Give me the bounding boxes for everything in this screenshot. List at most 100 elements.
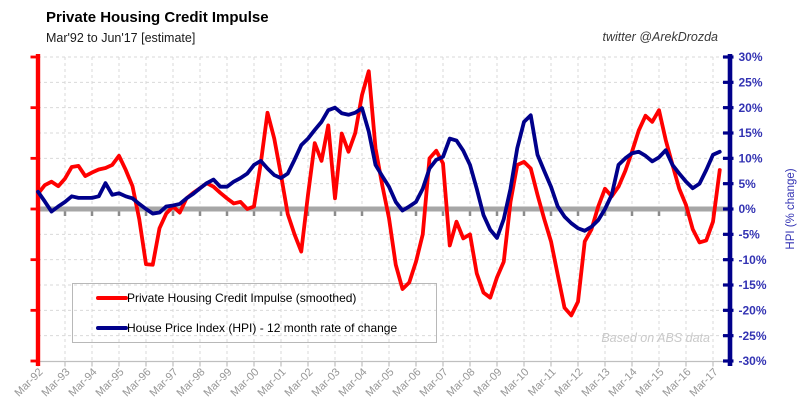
zero-tick bbox=[360, 211, 364, 216]
left-axis-tick bbox=[30, 359, 37, 363]
x-tick-label: Mar-96 bbox=[120, 366, 153, 399]
axes bbox=[30, 54, 734, 367]
left-axis-tick bbox=[30, 55, 37, 59]
twitter-credit: twitter @ArekDrozda bbox=[603, 30, 719, 44]
x-tick-label: Mar-06 bbox=[390, 366, 423, 399]
right-axis-tick bbox=[723, 156, 734, 160]
chart-subtitle: Mar'92 to Jun'17 [estimate] bbox=[46, 31, 195, 45]
x-tick-label: Mar-97 bbox=[147, 366, 180, 399]
y-tick-label: 20% bbox=[739, 101, 763, 115]
x-tick-label: Mar-07 bbox=[417, 366, 450, 399]
x-tick-label: Mar-05 bbox=[363, 366, 396, 399]
x-tick-label: Mar-94 bbox=[66, 366, 99, 399]
y-tick-label: 5% bbox=[739, 177, 757, 191]
legend-label-credit-impulse: Private Housing Credit Impulse (smoothed… bbox=[127, 291, 356, 305]
zero-tick bbox=[684, 211, 688, 216]
zero-tick bbox=[657, 211, 661, 216]
series-lines bbox=[36, 69, 722, 318]
x-tick-label: Mar-95 bbox=[93, 366, 126, 399]
y-tick-label: 25% bbox=[739, 76, 763, 90]
right-axis-tick bbox=[723, 131, 734, 135]
zero-tick bbox=[441, 211, 445, 216]
x-tick-label: Mar-13 bbox=[579, 366, 612, 399]
chart-title: Private Housing Credit Impulse bbox=[46, 9, 269, 26]
x-tick-label: Mar-00 bbox=[228, 366, 261, 399]
zero-tick bbox=[171, 211, 175, 216]
zero-tick bbox=[225, 211, 229, 216]
zero-tick bbox=[279, 211, 283, 216]
y-tick-label: -5% bbox=[739, 228, 761, 242]
x-tick-label: Mar-93 bbox=[39, 366, 72, 399]
legend-box: Private Housing Credit Impulse (smoothed… bbox=[72, 283, 437, 343]
y-axis-title: HPI (% change) bbox=[785, 168, 797, 249]
zero-tick bbox=[549, 211, 553, 216]
y-tick-label: 30% bbox=[739, 50, 763, 64]
zero-tick bbox=[414, 211, 418, 216]
left-axis-tick bbox=[30, 258, 37, 262]
right-axis-tick bbox=[723, 283, 734, 287]
y-tick-label: 15% bbox=[739, 126, 763, 140]
x-tick-label: Mar-16 bbox=[660, 366, 693, 399]
left-axis-tick bbox=[30, 106, 37, 110]
x-tick-label: Mar-99 bbox=[201, 366, 234, 399]
y-tick-label: -10% bbox=[739, 253, 767, 267]
zero-tick bbox=[333, 211, 337, 216]
zero-tick bbox=[117, 211, 121, 216]
zero-tick bbox=[495, 211, 499, 216]
left-axis-tick bbox=[30, 207, 37, 211]
x-tick-label: Mar-17 bbox=[687, 366, 720, 399]
legend-label-hpi: House Price Index (HPI) - 12 month rate … bbox=[127, 321, 397, 335]
right-axis-tick bbox=[723, 182, 734, 186]
x-tick-label: Mar-12 bbox=[552, 366, 585, 399]
x-tick-label: Mar-98 bbox=[174, 366, 207, 399]
x-tick-label: Mar-01 bbox=[255, 366, 288, 399]
zero-tick bbox=[306, 211, 310, 216]
x-tick-label: Mar-14 bbox=[606, 366, 639, 399]
right-axis-tick bbox=[723, 258, 734, 262]
zero-tick bbox=[63, 211, 67, 216]
y-axis-labels: 30% 25% 20% 15% 10% 5% 0% -5% -10% -15% -20% -25% -3… bbox=[739, 50, 767, 368]
zero-tick bbox=[576, 211, 580, 216]
right-axis-tick bbox=[723, 359, 734, 363]
x-tick-label: Mar-92 bbox=[12, 366, 45, 399]
source-watermark: Based on ABS data bbox=[601, 331, 710, 345]
zero-tick bbox=[144, 211, 148, 216]
x-tick-label: Mar-15 bbox=[633, 366, 666, 399]
left-axis-tick bbox=[30, 308, 37, 312]
right-axis-tick bbox=[723, 55, 734, 59]
right-axis-tick bbox=[723, 232, 734, 236]
zero-tick bbox=[468, 211, 472, 216]
left-axis-bar bbox=[35, 54, 41, 366]
y-tick-label: -30% bbox=[739, 354, 767, 368]
x-tick-label: Mar-03 bbox=[309, 366, 342, 399]
zero-tick bbox=[198, 211, 202, 216]
series-line bbox=[36, 69, 722, 318]
right-axis-tick bbox=[723, 106, 734, 110]
x-tick-label: Mar-11 bbox=[526, 366, 559, 399]
zero-tick bbox=[522, 211, 526, 216]
x-axis-labels: Mar-92Mar-93Mar-94Mar-95Mar-96Mar-97Mar-… bbox=[12, 366, 720, 399]
x-tick-label: Mar-04 bbox=[336, 366, 369, 399]
left-axis-tick bbox=[30, 156, 37, 160]
zero-tick bbox=[252, 211, 256, 216]
x-tick-label: Mar-08 bbox=[444, 366, 477, 399]
right-axis-tick bbox=[723, 207, 734, 211]
series-line bbox=[36, 105, 722, 240]
y-tick-label: -20% bbox=[739, 304, 767, 318]
zero-tick bbox=[603, 211, 607, 216]
y-tick-label: 0% bbox=[739, 202, 757, 216]
zero-tick bbox=[90, 211, 94, 216]
y-tick-label: -15% bbox=[739, 278, 767, 292]
x-tick-label: Mar-02 bbox=[282, 366, 315, 399]
zero-tick bbox=[630, 211, 634, 216]
right-axis-tick bbox=[723, 80, 734, 84]
legend-border bbox=[72, 283, 437, 343]
x-tick-label: Mar-10 bbox=[498, 366, 531, 399]
y-tick-label: 10% bbox=[739, 152, 763, 166]
right-axis-tick bbox=[723, 308, 734, 312]
right-axis-tick bbox=[723, 334, 734, 338]
x-tick-label: Mar-09 bbox=[471, 366, 504, 399]
y-tick-label: -25% bbox=[739, 329, 767, 343]
